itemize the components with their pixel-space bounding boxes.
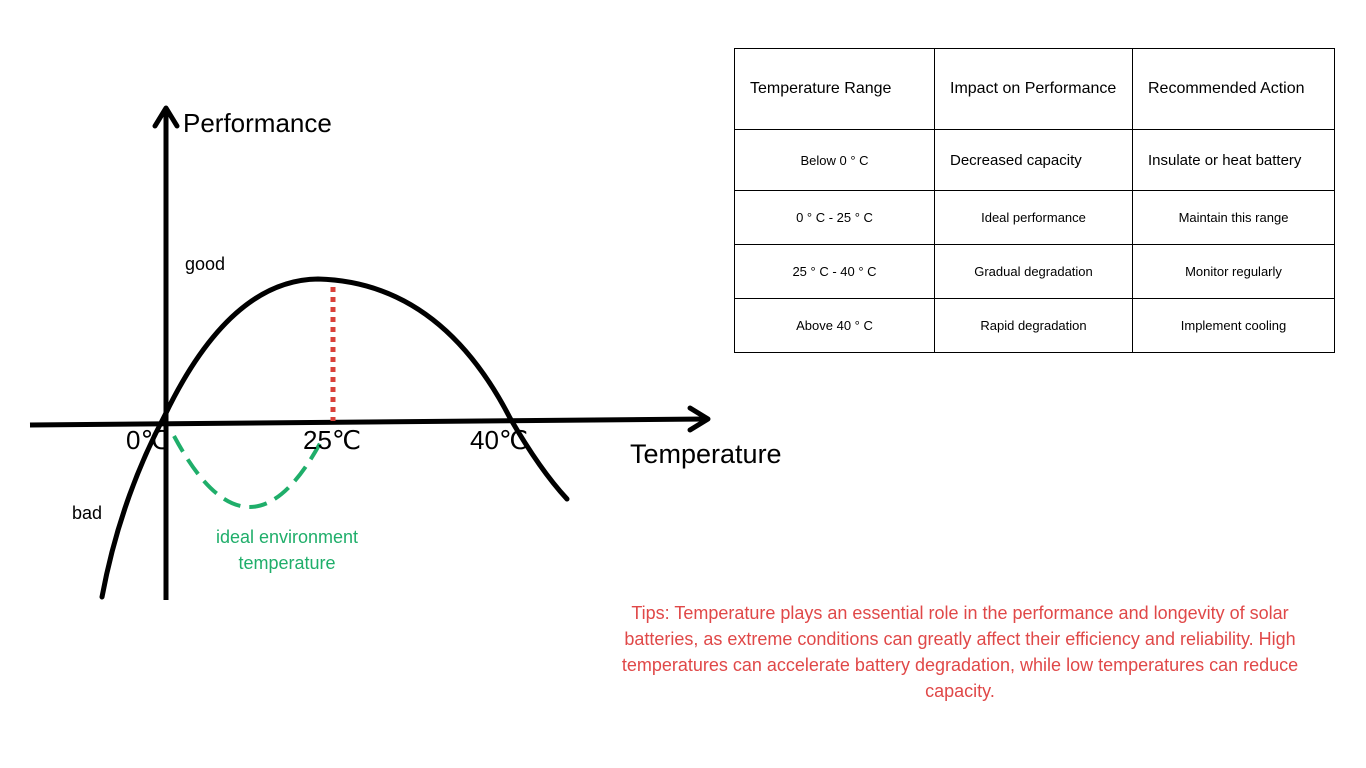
table-row: Below 0 ° C Decreased capacity Insulate … xyxy=(734,129,1335,191)
header-temperature-range: Temperature Range xyxy=(734,48,935,130)
table-row: Above 40 ° C Rapid degradation Implement… xyxy=(734,298,1335,353)
performance-curve xyxy=(99,276,570,600)
tick-25c: 25℃ xyxy=(303,425,362,455)
x-axis-label: Temperature xyxy=(630,439,782,469)
ideal-range-arc xyxy=(172,435,326,509)
cell-range: 0 ° C - 25 ° C xyxy=(734,190,935,245)
header-action: Recommended Action xyxy=(1132,48,1335,130)
cell-action: Implement cooling xyxy=(1132,298,1335,353)
tips-paragraph: Tips: Temperature plays an essential rol… xyxy=(621,603,1299,701)
cell-impact: Rapid degradation xyxy=(934,298,1133,353)
ideal-environment-label: ideal environment temperature xyxy=(215,527,359,573)
cell-range: Above 40 ° C xyxy=(734,298,935,353)
y-axis-arrowhead xyxy=(152,105,180,129)
x-axis-arrowhead xyxy=(687,405,711,433)
temperature-impact-table: Temperature Range Impact on Performance … xyxy=(734,48,1335,353)
tick-40c: 40℃ xyxy=(470,425,529,455)
performance-temperature-diagram: Performance Temperature good bad 0℃ 25℃ … xyxy=(29,105,782,600)
cell-action: Insulate or heat battery xyxy=(1132,129,1335,191)
tick-0c: 0℃ xyxy=(126,425,170,455)
cell-range: Below 0 ° C xyxy=(734,129,935,191)
header-impact: Impact on Performance xyxy=(934,48,1133,130)
cell-range: 25 ° C - 40 ° C xyxy=(734,244,935,299)
table-row: 25 ° C - 40 ° C Gradual degradation Moni… xyxy=(734,244,1335,299)
x-axis xyxy=(29,416,707,428)
bad-label: bad xyxy=(72,503,103,523)
cell-impact: Ideal performance xyxy=(934,190,1133,245)
cell-impact: Gradual degradation xyxy=(934,244,1133,299)
cell-action: Monitor regularly xyxy=(1132,244,1335,299)
diagram-canvas xyxy=(29,105,711,600)
good-label: good xyxy=(185,254,226,274)
cell-impact: Decreased capacity xyxy=(934,129,1133,191)
cell-action: Maintain this range xyxy=(1132,190,1335,245)
table-row: 0 ° C - 25 ° C Ideal performance Maintai… xyxy=(734,190,1335,245)
y-axis-label: Performance xyxy=(183,108,332,138)
table-header-row: Temperature Range Impact on Performance … xyxy=(734,48,1335,130)
